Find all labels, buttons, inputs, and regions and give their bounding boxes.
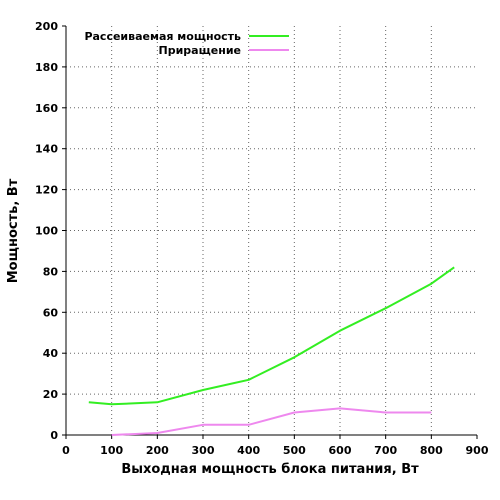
- y-tick-label: 200: [35, 20, 58, 33]
- y-tick-label: 120: [35, 184, 58, 197]
- y-tick-label: 80: [43, 265, 59, 278]
- y-tick-label: 100: [35, 225, 58, 238]
- y-axis-ticks: 0 20 40 60 80 100 120 140 160 180 200: [35, 20, 66, 442]
- x-tick-label: 900: [466, 444, 489, 457]
- y-tick-label: 0: [50, 429, 58, 442]
- x-tick-label: 0: [62, 444, 70, 457]
- x-tick-label: 200: [146, 444, 169, 457]
- y-tick-label: 160: [35, 102, 58, 115]
- y-tick-label: 140: [35, 143, 58, 156]
- x-axis-ticks: 0 100 200 300 400 500 600 700 800 900: [62, 435, 489, 457]
- x-tick-label: 500: [283, 444, 306, 457]
- series-line-1: [88, 266, 455, 406]
- y-tick-label: 20: [43, 388, 59, 401]
- series-line-2: [111, 407, 432, 436]
- x-tick-label: 400: [237, 444, 260, 457]
- series-lines: [88, 266, 455, 436]
- legend-label-2: Приращение: [159, 44, 241, 57]
- x-axis-title: Выходная мощность блока питания, Вт: [121, 462, 419, 477]
- x-tick-label: 600: [329, 444, 352, 457]
- legend-label-1: Рассеиваемая мощность: [84, 30, 241, 43]
- y-tick-label: 60: [43, 306, 59, 319]
- y-axis-title: Мощность, Вт: [6, 178, 21, 283]
- y-tick-label: 180: [35, 61, 58, 74]
- x-tick-label: 800: [420, 444, 443, 457]
- grid-lines: [66, 26, 477, 435]
- x-tick-label: 100: [100, 444, 123, 457]
- x-tick-label: 300: [192, 444, 215, 457]
- x-tick-label: 700: [374, 444, 397, 457]
- y-tick-label: 40: [43, 347, 59, 360]
